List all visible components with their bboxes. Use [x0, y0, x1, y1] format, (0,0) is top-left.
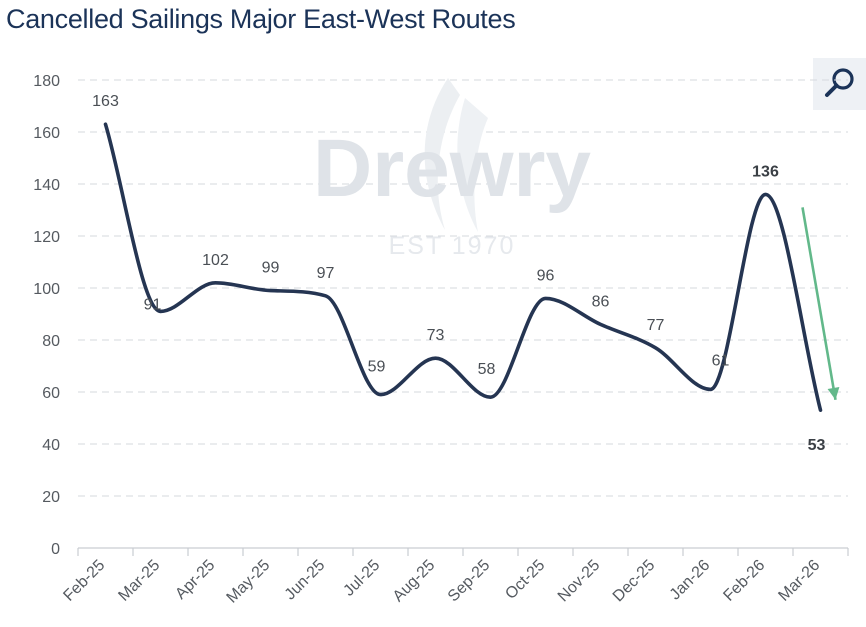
data-label: 73: [427, 327, 445, 344]
x-tick-label: Nov-25: [555, 557, 604, 606]
data-label: 97: [317, 265, 335, 282]
x-tick-label: May-25: [224, 557, 274, 607]
chart-title: Cancelled Sailings Major East-West Route…: [6, 4, 516, 34]
x-tick-label: Dec-25: [610, 557, 659, 606]
y-tick-label: 80: [42, 333, 60, 350]
x-tick-label: Mar-25: [115, 557, 163, 605]
y-tick-label: 160: [33, 125, 60, 142]
zoom-button[interactable]: [813, 58, 866, 110]
data-label: 96: [537, 267, 555, 284]
data-label: 136: [752, 163, 779, 180]
y-tick-label: 60: [42, 385, 60, 402]
data-label: 86: [592, 293, 610, 310]
watermark-brand: Drewry: [313, 123, 591, 214]
y-tick-label: 20: [42, 489, 60, 506]
data-label: 102: [202, 252, 229, 269]
drewry-watermark: Drewry EST 1970: [313, 78, 591, 260]
data-label: 58: [478, 361, 496, 378]
x-tick-label: Jul-25: [340, 557, 383, 600]
y-tick-label: 120: [33, 229, 60, 246]
data-label: 77: [647, 317, 665, 334]
annotations: [801, 207, 840, 401]
y-tick-label: 140: [33, 177, 60, 194]
watermark-flame: [424, 78, 460, 230]
x-tick-label: Jun-25: [282, 557, 329, 604]
x-tick-label: Apr-25: [172, 557, 218, 603]
watermark-flame: [457, 98, 488, 232]
data-label: 99: [262, 260, 280, 277]
magnifier-icon: [825, 68, 854, 97]
y-tick-label: 40: [42, 437, 60, 454]
x-tick-label: Aug-25: [390, 557, 439, 606]
x-tick-label: Feb-25: [60, 557, 108, 605]
series: [103, 122, 823, 412]
data-label: 163: [92, 93, 119, 110]
data-labels: 163 91 102 99 97 59 73 58 96 86 77 61 136 53: [92, 93, 825, 454]
y-tick-label: 180: [33, 73, 60, 90]
y-tick-label: 100: [33, 281, 60, 298]
x-tick-label: Jan-26: [667, 557, 714, 604]
data-label: 59: [368, 359, 386, 376]
trend-arrow-shaft: [801, 207, 837, 401]
data-label: 61: [712, 352, 730, 369]
data-label: 53: [808, 437, 826, 454]
x-tick-label: Sep-25: [445, 557, 494, 606]
x-tick-label: Feb-26: [720, 557, 768, 605]
trend-arrow-head: [827, 386, 840, 400]
series-line-cancelled-sailings: [103, 122, 823, 412]
data-label: 91: [144, 296, 162, 313]
x-tick-label: Oct-25: [502, 557, 548, 603]
y-tick-label: 0: [51, 541, 60, 558]
x-tick-label: Mar-26: [775, 557, 823, 605]
watermark-since: EST 1970: [389, 232, 516, 260]
